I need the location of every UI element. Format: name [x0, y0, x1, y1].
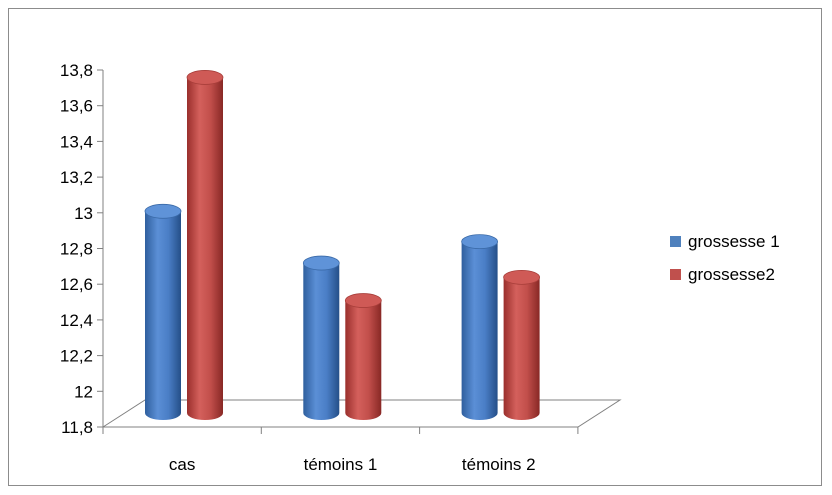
bar-2: [186, 70, 224, 421]
legend-item: grossesse2: [670, 265, 775, 284]
y-tick-label: 13,4: [60, 132, 93, 151]
bar-1: [461, 234, 499, 421]
y-tick-label: 13,2: [60, 168, 93, 187]
x-category-label: témoins 1: [304, 455, 378, 474]
bar-1: [302, 255, 340, 421]
bar-body: [187, 77, 223, 421]
y-tick-label: 12,2: [60, 347, 93, 366]
bar-1: [144, 203, 182, 420]
y-tick-label: 12: [74, 382, 93, 401]
bar-body: [503, 277, 540, 421]
bar-body: [345, 300, 382, 421]
bar-top-cap: [461, 234, 499, 250]
bar-top-cap: [503, 269, 540, 285]
y-axis-ticks: 11,8 12 12,2 12,4 12,6 12,8 13 13,2 13,4 13,6 13,8: [60, 61, 103, 437]
bar-2: [344, 293, 382, 421]
legend-swatch: [670, 236, 681, 247]
bar-2: [503, 269, 540, 421]
y-tick-label: 11,8: [61, 418, 93, 437]
legend-item: grossesse 1: [670, 232, 780, 251]
bar-body: [145, 211, 181, 420]
bar-top-cap: [344, 293, 382, 308]
bar-top-cap: [186, 70, 224, 85]
y-tick-label: 13,6: [60, 97, 93, 116]
legend-swatch: [670, 269, 681, 280]
y-tick-label: 12,4: [60, 311, 93, 330]
y-tick-label: 12,6: [60, 275, 93, 294]
chart-frame: [8, 8, 822, 486]
y-tick-label: 12,8: [60, 240, 93, 259]
x-axis-categories: cas témoins 1 témoins 2: [102, 427, 579, 474]
x-category-label: cas: [169, 455, 195, 474]
y-tick-label: 13: [74, 204, 93, 223]
legend-label: grossesse 1: [688, 232, 780, 251]
bar-top-cap: [302, 255, 340, 271]
bar-top-cap: [144, 203, 182, 219]
bar-body: [303, 263, 340, 421]
legend: grossesse 1 grossesse2: [670, 232, 780, 284]
y-tick-label: 13,8: [60, 61, 93, 80]
bars: [144, 70, 540, 421]
legend-label: grossesse2: [688, 265, 775, 284]
bar-body: [461, 241, 498, 421]
x-category-label: témoins 2: [462, 455, 536, 474]
